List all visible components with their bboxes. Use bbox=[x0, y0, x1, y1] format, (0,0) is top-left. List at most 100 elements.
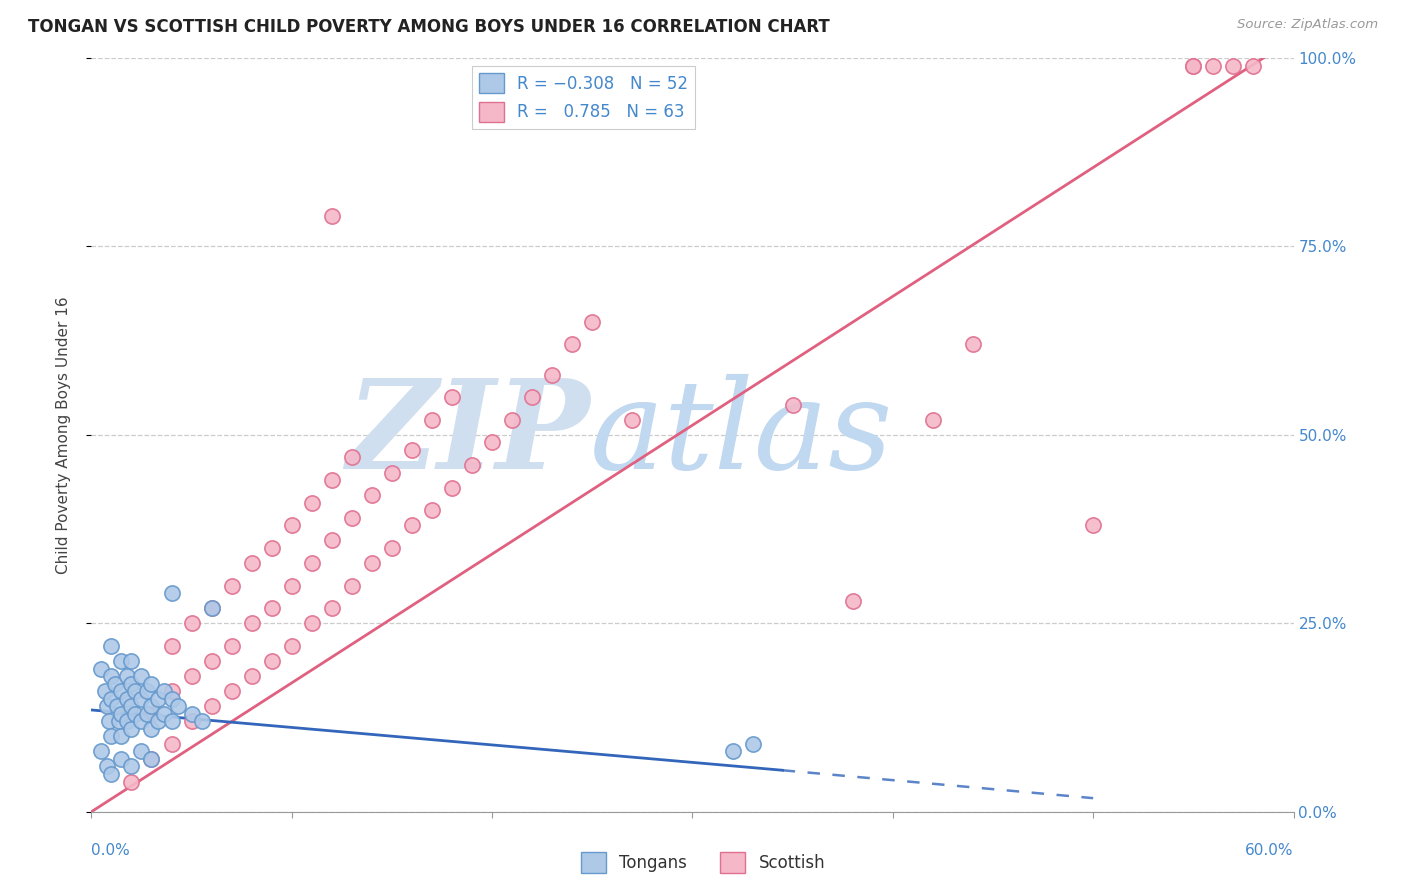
Point bbox=[141, 699, 163, 714]
Point bbox=[381, 466, 404, 480]
Point bbox=[360, 556, 382, 570]
Legend: Tongans, Scottish: Tongans, Scottish bbox=[574, 846, 832, 880]
Point bbox=[201, 654, 224, 668]
Point bbox=[141, 722, 163, 736]
Point bbox=[561, 337, 583, 351]
Point bbox=[1182, 58, 1205, 72]
Point bbox=[100, 767, 122, 781]
Point bbox=[180, 616, 202, 631]
Text: 0.0%: 0.0% bbox=[91, 843, 131, 858]
Point bbox=[201, 699, 224, 714]
Point bbox=[1222, 58, 1244, 72]
Point bbox=[180, 706, 202, 721]
Point bbox=[401, 518, 423, 533]
Point bbox=[121, 699, 143, 714]
Point bbox=[180, 669, 202, 683]
Point bbox=[340, 579, 363, 593]
Point bbox=[90, 744, 112, 758]
Point bbox=[1202, 58, 1225, 72]
Point bbox=[301, 496, 323, 510]
Point bbox=[131, 669, 153, 683]
Point bbox=[841, 593, 863, 607]
Point bbox=[96, 759, 118, 773]
Text: 60.0%: 60.0% bbox=[1246, 843, 1294, 858]
Point bbox=[281, 518, 304, 533]
Point bbox=[360, 488, 382, 502]
Point bbox=[160, 714, 183, 729]
Point bbox=[301, 616, 323, 631]
Point bbox=[440, 481, 463, 495]
Point bbox=[160, 586, 183, 600]
Point bbox=[117, 714, 139, 729]
Legend: R = −0.308   N = 52, R =   0.785   N = 63: R = −0.308 N = 52, R = 0.785 N = 63 bbox=[472, 66, 695, 128]
Point bbox=[131, 691, 153, 706]
Point bbox=[141, 752, 163, 766]
Point bbox=[741, 737, 763, 751]
Text: Source: ZipAtlas.com: Source: ZipAtlas.com bbox=[1237, 18, 1378, 31]
Point bbox=[136, 684, 159, 698]
Point bbox=[110, 730, 132, 744]
Point bbox=[240, 616, 263, 631]
Point bbox=[100, 691, 122, 706]
Point bbox=[240, 669, 263, 683]
Point bbox=[94, 684, 117, 698]
Point bbox=[90, 661, 112, 675]
Point bbox=[166, 699, 188, 714]
Point bbox=[301, 556, 323, 570]
Point bbox=[107, 699, 129, 714]
Point bbox=[581, 315, 603, 329]
Point bbox=[110, 654, 132, 668]
Point bbox=[340, 510, 363, 524]
Point bbox=[160, 737, 183, 751]
Point bbox=[962, 337, 984, 351]
Point bbox=[100, 730, 122, 744]
Point bbox=[321, 601, 343, 615]
Point bbox=[160, 691, 183, 706]
Point bbox=[121, 722, 143, 736]
Point bbox=[100, 639, 122, 653]
Point bbox=[922, 413, 945, 427]
Point bbox=[260, 541, 283, 555]
Text: atlas: atlas bbox=[591, 374, 894, 496]
Point bbox=[340, 450, 363, 465]
Point bbox=[152, 706, 174, 721]
Text: ZIP: ZIP bbox=[346, 374, 591, 496]
Point bbox=[522, 390, 544, 404]
Point bbox=[96, 699, 118, 714]
Point bbox=[221, 684, 243, 698]
Point bbox=[260, 654, 283, 668]
Point bbox=[420, 413, 443, 427]
Point bbox=[131, 714, 153, 729]
Point bbox=[121, 654, 143, 668]
Point bbox=[541, 368, 564, 382]
Point bbox=[481, 435, 503, 450]
Point bbox=[160, 684, 183, 698]
Point bbox=[121, 759, 143, 773]
Point bbox=[621, 413, 644, 427]
Point bbox=[381, 541, 404, 555]
Point bbox=[1243, 58, 1265, 72]
Point bbox=[117, 669, 139, 683]
Point bbox=[141, 706, 163, 721]
Point bbox=[221, 579, 243, 593]
Point bbox=[201, 601, 224, 615]
Point bbox=[146, 714, 169, 729]
Point bbox=[180, 714, 202, 729]
Point bbox=[110, 684, 132, 698]
Point bbox=[420, 503, 443, 517]
Point bbox=[1083, 518, 1105, 533]
Point bbox=[401, 442, 423, 457]
Point bbox=[321, 209, 343, 223]
Point bbox=[152, 684, 174, 698]
Point bbox=[146, 691, 169, 706]
Point bbox=[281, 579, 304, 593]
Point bbox=[141, 752, 163, 766]
Point bbox=[117, 691, 139, 706]
Point bbox=[281, 639, 304, 653]
Point bbox=[440, 390, 463, 404]
Point bbox=[240, 556, 263, 570]
Point bbox=[260, 601, 283, 615]
Y-axis label: Child Poverty Among Boys Under 16: Child Poverty Among Boys Under 16 bbox=[56, 296, 70, 574]
Point bbox=[221, 639, 243, 653]
Point bbox=[782, 398, 804, 412]
